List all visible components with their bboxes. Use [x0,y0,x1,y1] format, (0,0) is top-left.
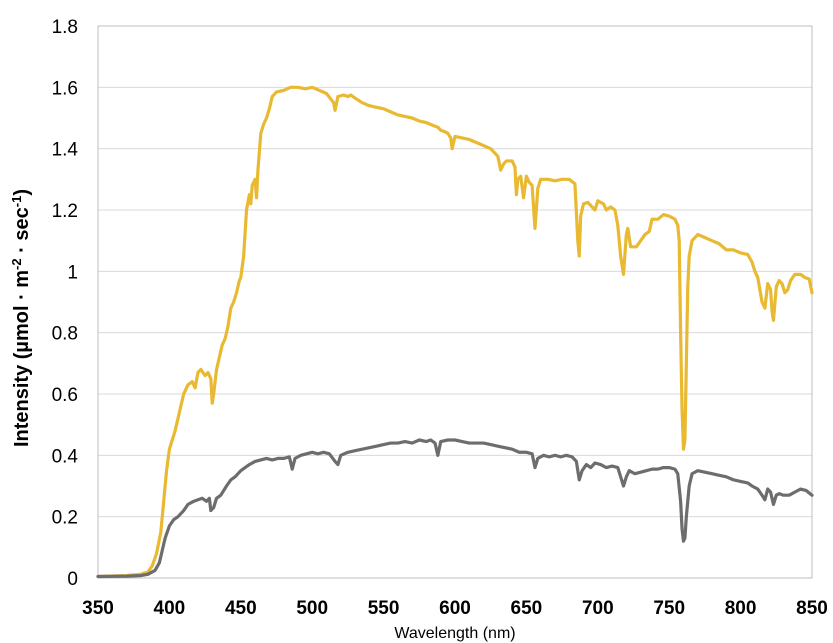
y-tick-label: 0.4 [52,446,79,467]
x-axis-ticks: 350 400 450 500 550 600 650 700 750 800 850 [82,598,828,619]
y-tick-label: 1.8 [52,17,78,38]
y-tick-label: 1.4 [52,140,79,161]
x-tick-label: 450 [225,598,257,619]
series-line-lower [96,438,814,579]
x-tick-label: 850 [796,598,828,619]
series-layer [96,85,814,579]
x-tick-label: 750 [653,598,685,619]
y-tick-label: 1.6 [52,78,78,99]
x-tick-label: 800 [725,598,757,619]
x-tick-label: 700 [582,598,614,619]
y-tick-label: 1 [67,262,78,283]
y-tick-label: 0.2 [52,508,78,529]
gridlines [98,25,812,518]
y-axis-ticks: 0 0.2 0.4 0.6 0.8 1 1.2 1.4 1.6 1.8 [52,17,79,590]
y-tick-label: 1.2 [52,201,78,222]
x-tick-label: 400 [154,598,186,619]
y-tick-label: 0 [67,569,78,590]
y-tick-label: 0.8 [52,324,78,345]
y-axis-label: Intensity (µmol · m-2 · sec-1) [9,189,34,447]
x-tick-label: 350 [82,598,114,619]
x-tick-label: 600 [439,598,471,619]
x-tick-label: 550 [368,598,400,619]
y-tick-label: 0.6 [52,385,78,406]
x-tick-label: 650 [511,598,543,619]
x-axis-label: Wavelength (nm) [394,625,515,642]
plot-area-frame [97,25,813,579]
x-tick-label: 500 [296,598,328,619]
series-line-upper [96,85,814,579]
